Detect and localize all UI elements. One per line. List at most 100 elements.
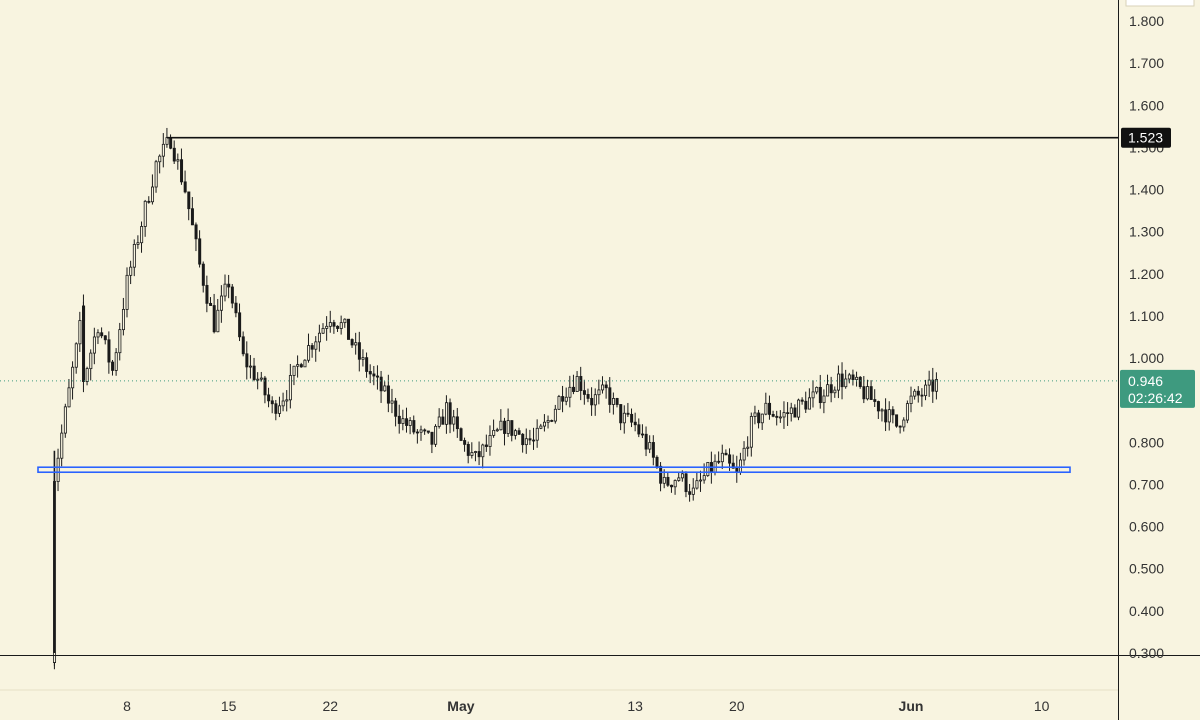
candle (582, 379, 586, 405)
candle (270, 396, 274, 414)
y-tick-label: 1.700 (1129, 55, 1164, 71)
resistance-price-tag (1121, 127, 1171, 148)
candle (321, 323, 325, 334)
candle-body (793, 407, 797, 418)
candle (807, 388, 811, 410)
candle-body (317, 332, 321, 343)
candle (274, 399, 278, 421)
candle (575, 371, 579, 392)
candle (354, 332, 358, 355)
candle-body (572, 386, 576, 392)
candle-body (303, 359, 307, 368)
candle (749, 412, 753, 457)
candle (281, 392, 285, 412)
candle (644, 426, 648, 457)
y-axis-ticks[interactable]: 1.8001.7001.6001.5001.4001.3001.2001.100… (1129, 13, 1164, 661)
candle (869, 380, 873, 400)
candle (394, 397, 398, 427)
candle (532, 427, 536, 450)
candle (147, 196, 151, 204)
candle (118, 322, 122, 361)
candle (466, 441, 470, 464)
candle (252, 357, 256, 382)
candle (365, 352, 369, 378)
candle (205, 275, 209, 313)
candle (103, 335, 107, 345)
candle (905, 400, 909, 424)
candle-body (818, 386, 822, 404)
candle (154, 159, 158, 193)
candle-body (884, 409, 888, 423)
candle (278, 396, 282, 418)
candle-body (107, 339, 111, 363)
candle (477, 441, 481, 466)
candle (935, 372, 939, 400)
candle (513, 428, 517, 440)
candle-body (285, 399, 289, 402)
candle (771, 410, 775, 418)
candle (56, 448, 60, 492)
candle (564, 387, 568, 406)
candle-body (935, 379, 939, 392)
x-tick-label: 8 (123, 698, 131, 714)
candle-body (408, 420, 412, 426)
candle (296, 355, 300, 378)
candle (401, 409, 405, 431)
candle-body (249, 365, 253, 368)
candle-body (158, 155, 162, 163)
candle-body (673, 480, 677, 488)
candle (535, 419, 539, 448)
drawing-lines[interactable] (0, 136, 1118, 474)
candle-body (390, 400, 394, 404)
candle-body (60, 432, 64, 459)
candle (125, 267, 129, 318)
candle-body (513, 430, 517, 436)
candle (778, 410, 782, 423)
y-tick-label: 1.100 (1129, 308, 1164, 324)
candle (822, 389, 826, 414)
candle (198, 230, 202, 268)
candle (782, 401, 786, 429)
candle (481, 443, 485, 469)
candle (615, 397, 619, 408)
candle (524, 428, 528, 454)
candle (648, 435, 652, 454)
candle-body (180, 159, 184, 183)
candle-body (851, 374, 855, 381)
candle-body (593, 394, 597, 406)
candle-body (535, 427, 539, 441)
candle (78, 311, 82, 352)
candle-body (804, 400, 808, 410)
candle-body (114, 352, 118, 371)
candle-body (546, 420, 550, 423)
candle-body (354, 342, 358, 346)
candle (328, 310, 332, 333)
candle-body (706, 462, 710, 476)
candle-body (876, 401, 880, 412)
candle-body (165, 137, 169, 145)
candle (786, 402, 790, 426)
candle-body (847, 374, 851, 380)
support-line[interactable] (37, 466, 1071, 474)
candle-body (336, 325, 340, 329)
candle-body (521, 433, 525, 446)
candle (249, 355, 253, 379)
candle-body (553, 408, 557, 422)
candle-body (347, 318, 351, 340)
candle-body (292, 365, 296, 376)
candle (862, 376, 866, 404)
candle (866, 379, 870, 401)
candle (267, 387, 271, 408)
candle (241, 331, 245, 357)
candle-body (219, 295, 223, 311)
candle (924, 379, 928, 401)
candle-body (121, 309, 125, 331)
x-axis-ticks[interactable]: 8 15 22 May 13 20 Jun 10 (123, 698, 1050, 714)
candle (720, 444, 724, 470)
candle-body (695, 480, 699, 489)
candle (143, 199, 147, 237)
candle (699, 470, 703, 492)
